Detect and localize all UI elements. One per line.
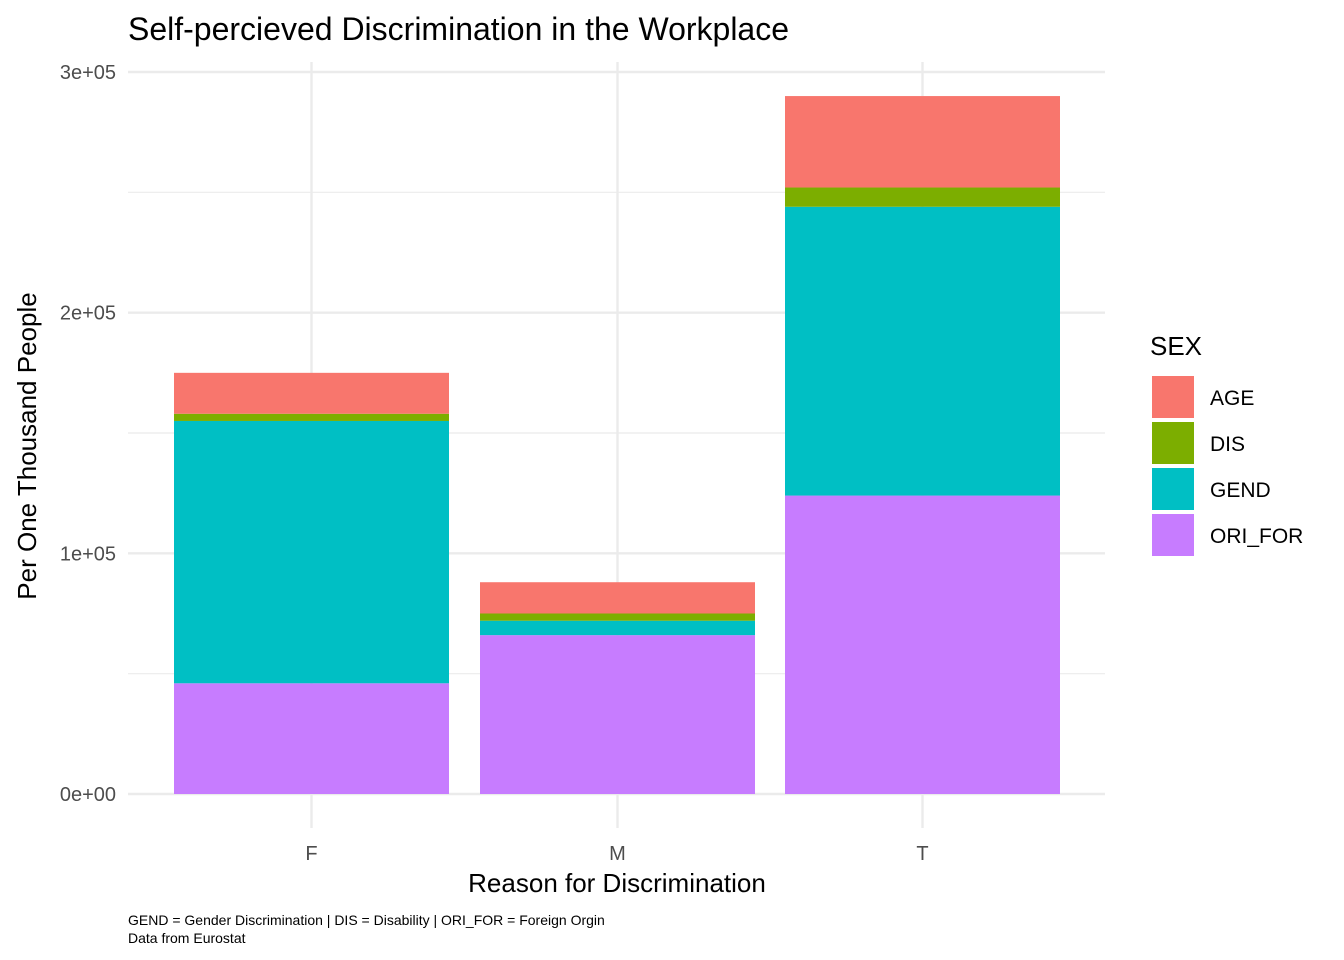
y-tick-label: 1e+05 [60, 543, 116, 565]
bar-t-age [785, 96, 1060, 188]
bar-t-gend [785, 206, 1060, 496]
bars [174, 96, 1060, 794]
legend-label-dis: DIS [1210, 433, 1245, 456]
chart-title: Self-percieved Discrimination in the Wor… [128, 11, 789, 47]
legend-swatch-age [1152, 376, 1194, 418]
y-tick-label: 3e+05 [60, 62, 116, 84]
x-tick-label: F [305, 843, 317, 865]
bar-f-dis [174, 413, 449, 421]
bar-f-gend [174, 420, 449, 684]
legend-title: SEX [1150, 331, 1202, 361]
bar-m-age [480, 582, 755, 614]
x-axis-title: Reason for Discrimination [468, 868, 766, 898]
y-axis-ticks: 0e+00 1e+05 2e+05 3e+05 [60, 62, 116, 806]
bar-m-ori-for [480, 635, 755, 794]
caption-line-2: Data from Eurostat [128, 930, 246, 946]
legend-label-age: AGE [1210, 387, 1254, 410]
legend: SEX AGE DIS GEND ORI_FOR [1150, 331, 1303, 556]
y-tick-label: 2e+05 [60, 303, 116, 325]
y-tick-label: 0e+00 [60, 784, 116, 806]
caption-line-1: GEND = Gender Discrimination | DIS = Dis… [128, 912, 605, 928]
legend-label-ori-for: ORI_FOR [1210, 525, 1303, 548]
bar-f-age [174, 372, 449, 414]
x-tick-label: T [916, 843, 928, 865]
legend-swatch-gend [1152, 468, 1194, 510]
legend-label-gend: GEND [1210, 479, 1271, 502]
bar-f-ori-for [174, 683, 449, 794]
legend-swatch-ori-for [1152, 514, 1194, 556]
bar-t-dis [785, 187, 1060, 207]
legend-swatch-dis [1152, 422, 1194, 464]
bar-m-gend [480, 620, 755, 636]
bar-m-dis [480, 613, 755, 621]
legend-items: AGE DIS GEND ORI_FOR [1152, 376, 1303, 556]
y-axis-title: Per One Thousand People [12, 292, 42, 599]
x-tick-label: M [609, 843, 626, 865]
bar-t-ori-for [785, 495, 1060, 794]
